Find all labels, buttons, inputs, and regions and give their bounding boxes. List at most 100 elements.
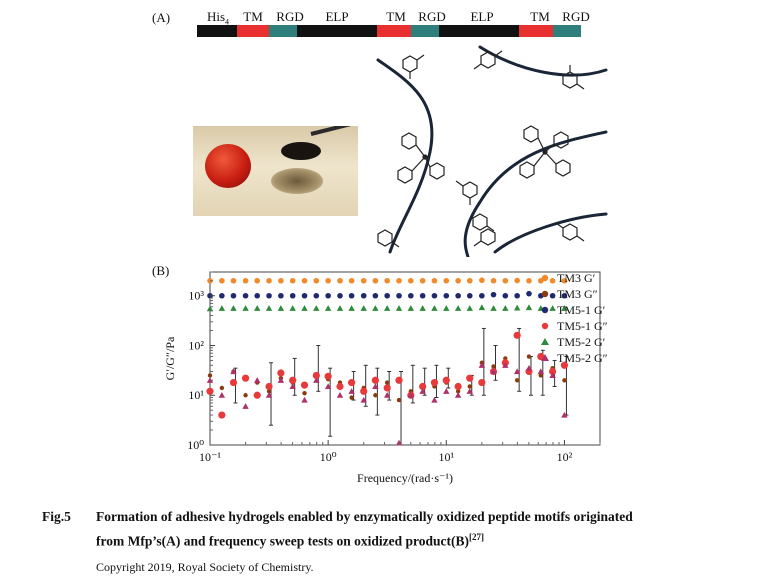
- x-tick-label: 10⁻¹: [199, 450, 221, 464]
- point-tm5-1-g: [478, 378, 486, 387]
- legend-label: TM5-2 G″: [557, 351, 608, 365]
- point-tm5-2-g: [218, 305, 226, 311]
- point-tm5-2-g: [324, 383, 332, 390]
- point-tm3-g: [349, 395, 354, 400]
- polymer-chain-4: [493, 212, 608, 254]
- point-tm5-1-g: [561, 292, 568, 299]
- copyright-notice: Copyright 2019, Royal Society of Chemist…: [96, 560, 314, 574]
- point-tm3-g: [419, 277, 426, 284]
- point-tm5-1-g: [277, 369, 285, 377]
- crosslinked-network-diagram: [376, 45, 608, 257]
- point-tm3-g: [266, 389, 272, 394]
- catechol-unit-2: [473, 50, 503, 70]
- point-tm3-g: [490, 277, 497, 284]
- point-tm5-1-g: [514, 292, 520, 299]
- point-tm5-1-g: [395, 376, 403, 384]
- catechol-unit-3: [562, 65, 585, 90]
- point-tm3-g: [491, 364, 496, 369]
- point-tm3-g: [302, 390, 307, 396]
- point-tm5-2-g: [407, 305, 415, 311]
- point-tm5-2-g: [537, 368, 545, 375]
- black-hydrogel-drop: [281, 142, 321, 160]
- legend-label: TM5-1 G′: [557, 303, 606, 317]
- point-tm5-2-g: [561, 411, 568, 418]
- catechol-unit-6: [377, 229, 400, 248]
- caption-line-2: from Mfp’s(A) and frequency sweep tests …: [96, 533, 469, 549]
- point-tm5-1-g: [229, 378, 238, 387]
- point-tm5-1-g: [301, 292, 308, 299]
- point-tm5-2-g: [254, 377, 261, 383]
- segment-1: [237, 25, 269, 37]
- point-tm3-g: [384, 277, 390, 284]
- point-tm5-2-g: [372, 305, 379, 311]
- segment-label-0: His4: [206, 9, 230, 27]
- catechol-unit-7: [473, 228, 496, 247]
- point-tm3-g: [348, 277, 355, 284]
- polymer-chain-2: [478, 45, 608, 77]
- legend-label: TM3 G″: [557, 287, 598, 301]
- point-tm5-2-g: [265, 305, 273, 311]
- point-tm5-2-g: [230, 368, 237, 375]
- point-tm5-2-g: [549, 305, 556, 311]
- point-tm5-2-g: [466, 388, 473, 394]
- segment-label-5: RGD: [418, 9, 446, 24]
- point-tm5-1-g: [325, 292, 331, 299]
- point-tm3-g: [266, 277, 272, 284]
- point-tm5-2-g: [466, 305, 473, 311]
- x-tick-label: 10⁰: [320, 450, 337, 464]
- point-tm5-2-g: [525, 364, 533, 371]
- point-tm5-1-g: [242, 292, 249, 299]
- fe-catechol-complex-2: [519, 125, 571, 179]
- point-tm5-1-g: [289, 376, 297, 384]
- legend-label: TM5-1 G″: [557, 319, 608, 333]
- point-tm3-g: [538, 373, 544, 378]
- point-tm5-1-g: [360, 292, 367, 299]
- caption-line-1: Formation of adhesive hydrogels enabled …: [96, 509, 633, 524]
- point-tm3-g: [360, 277, 367, 284]
- point-tm5-1-g: [266, 292, 272, 299]
- point-tm5-1-g: [502, 292, 509, 299]
- point-tm3-g: [396, 397, 402, 403]
- point-tm3-g: [289, 277, 296, 284]
- polymer-chain-3: [463, 130, 608, 257]
- catechol-unit-5: [472, 213, 495, 232]
- point-tm3-g: [455, 277, 461, 284]
- point-tm5-2-g: [372, 383, 379, 390]
- point-tm5-1-g: [289, 292, 296, 299]
- segment-0: [197, 25, 237, 37]
- figure-caption: Fig.5 Formation of adhesive hydrogels ena…: [42, 506, 742, 552]
- segment-3: [297, 25, 377, 37]
- point-tm5-1-g: [278, 292, 284, 299]
- point-tm3-g: [526, 354, 532, 359]
- point-tm5-1-g: [431, 292, 438, 299]
- point-tm5-1-g: [348, 292, 355, 299]
- point-tm5-1-g: [430, 378, 439, 387]
- point-tm5-1-g: [408, 292, 414, 299]
- y-tick-label: 10³: [188, 289, 204, 303]
- point-tm5-1-g: [253, 391, 261, 399]
- point-tm5-1-g: [479, 292, 485, 299]
- point-tm3-g: [561, 277, 568, 284]
- y-tick-label: 10⁰: [187, 438, 204, 452]
- red-hydrogel-drop: [205, 144, 251, 188]
- point-tm5-2-g: [336, 392, 344, 398]
- point-tm3-g: [372, 277, 379, 284]
- point-tm3-g: [396, 277, 402, 284]
- point-tm3-g: [278, 277, 284, 284]
- point-tm5-2-g: [502, 362, 509, 368]
- point-tm3-g: [243, 393, 248, 398]
- point-tm5-1-g: [337, 292, 343, 299]
- point-tm5-1-g: [454, 382, 462, 391]
- point-tm5-1-g: [371, 376, 379, 384]
- point-tm5-2-g: [242, 305, 249, 311]
- point-tm5-2-g: [289, 383, 296, 390]
- figure-number: Fig.5: [42, 509, 71, 524]
- legend-label: TM3 G′: [557, 271, 596, 285]
- segment-label-8: RGD: [562, 9, 590, 24]
- catechol-unit-4: [455, 180, 478, 205]
- point-tm5-1-g: [419, 382, 427, 391]
- point-tm5-2-g: [431, 305, 438, 311]
- point-tm5-1-g: [548, 367, 557, 376]
- point-tm5-2-g: [348, 305, 355, 311]
- point-tm3-g: [502, 277, 509, 284]
